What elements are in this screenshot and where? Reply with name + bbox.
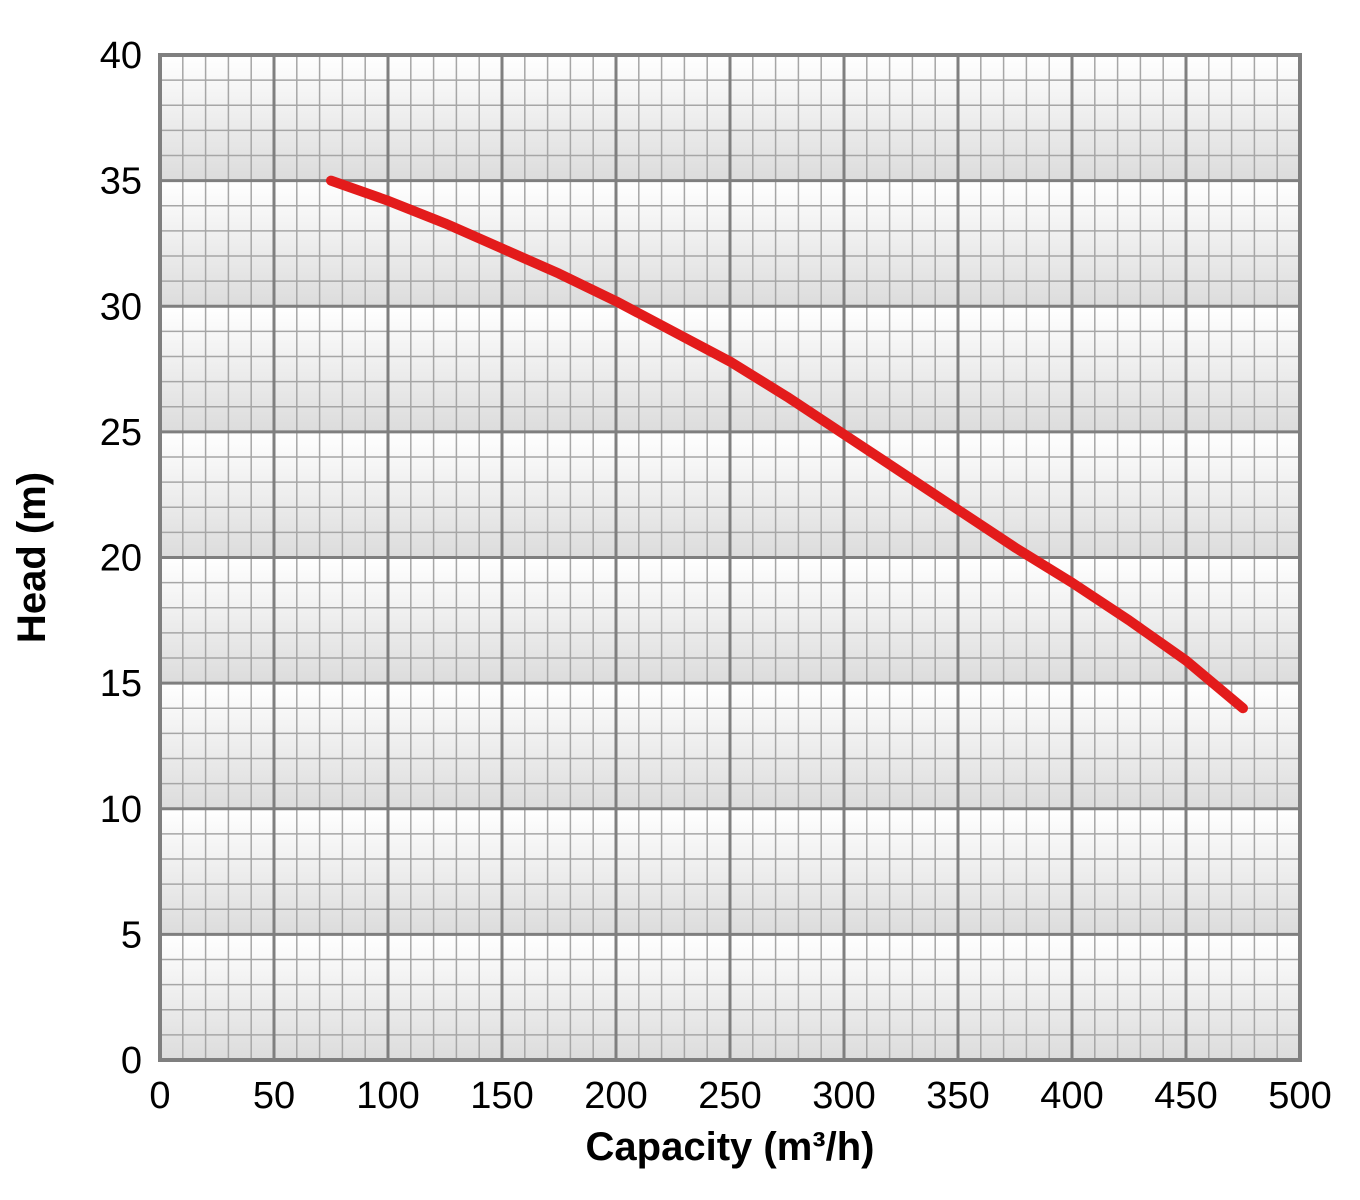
chart-svg: 0 50 100 150 200 250 300 350 400 450 500 0 5 10 15 20 25… <box>0 0 1360 1200</box>
y-tick-label: 20 <box>100 538 142 580</box>
x-tick-label: 150 <box>470 1075 533 1117</box>
y-tick-label: 30 <box>100 286 142 328</box>
y-tick-label: 25 <box>100 412 142 454</box>
y-tick-label: 40 <box>100 35 142 77</box>
x-tick-label: 450 <box>1154 1075 1217 1117</box>
pump-curve-chart: 0 50 100 150 200 250 300 350 400 450 500 0 5 10 15 20 25… <box>0 0 1360 1200</box>
x-axis-label: Capacity (m³/h) <box>586 1125 875 1169</box>
x-tick-label: 300 <box>812 1075 875 1117</box>
y-tick-label: 0 <box>121 1040 142 1082</box>
x-tick-label: 200 <box>584 1075 647 1117</box>
y-tick-label: 15 <box>100 663 142 705</box>
x-tick-label: 500 <box>1268 1075 1331 1117</box>
x-tick-label: 100 <box>356 1075 419 1117</box>
x-tick-label: 350 <box>926 1075 989 1117</box>
y-tick-label: 5 <box>121 914 142 956</box>
x-tick-label: 400 <box>1040 1075 1103 1117</box>
x-tick-label: 250 <box>698 1075 761 1117</box>
y-tick-label: 10 <box>100 789 142 831</box>
y-axis-label: Head (m) <box>10 472 54 643</box>
x-tick-label: 50 <box>253 1075 295 1117</box>
x-tick-label: 0 <box>149 1075 170 1117</box>
y-tick-label: 35 <box>100 161 142 203</box>
